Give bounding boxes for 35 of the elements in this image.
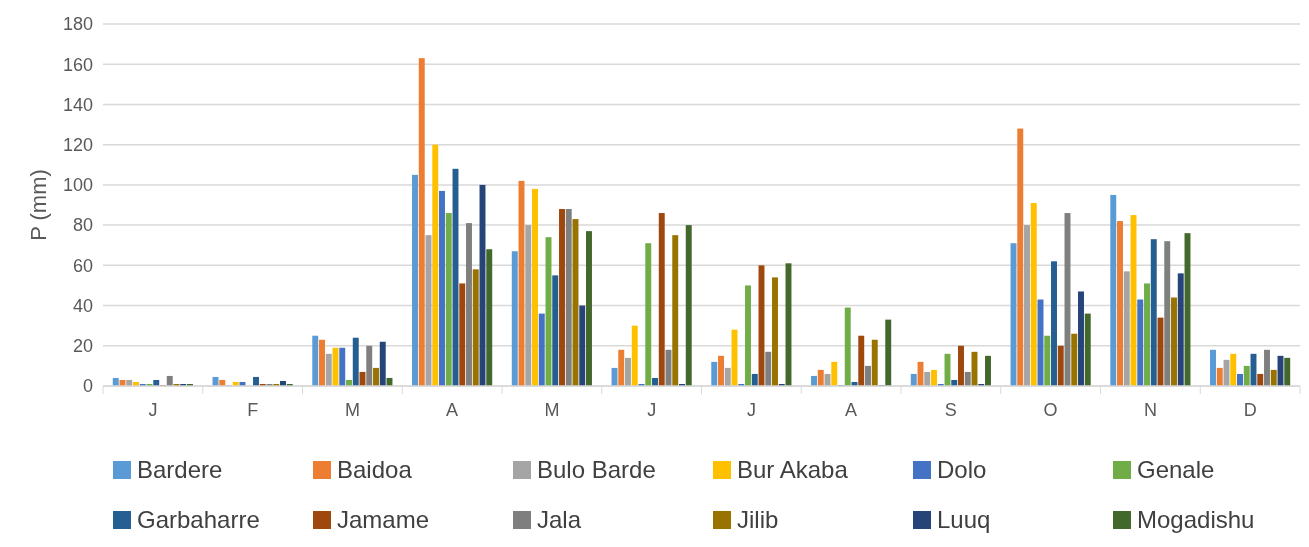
x-tick-label: S <box>944 400 957 420</box>
y-tick-label: 0 <box>82 376 93 397</box>
y-tick-label: 120 <box>62 134 93 155</box>
legend-label: Bardere <box>137 456 223 484</box>
x-tick-label: J <box>148 400 158 420</box>
legend-label: Baidoa <box>337 456 413 484</box>
legend-label: Dolo <box>937 456 987 484</box>
x-tick-label: J <box>647 400 657 420</box>
x-tick-label: M <box>344 400 360 420</box>
x-tick-label: N <box>1143 400 1157 420</box>
legend-label: Luuq <box>937 506 991 534</box>
legend-label: Bulo Barde <box>537 456 656 484</box>
legend-label: Jamame <box>337 506 430 534</box>
legend-label: Jilib <box>737 506 779 534</box>
legend-label: Genale <box>1137 456 1215 484</box>
legend-label: Bur Akaba <box>737 456 849 484</box>
y-tick-label: 100 <box>62 175 93 196</box>
y-axis-title: P (mm) <box>26 169 51 241</box>
y-tick-label: 140 <box>62 94 93 115</box>
legend-label: Mogadishu <box>1137 506 1255 534</box>
y-tick-label: 40 <box>72 295 93 316</box>
y-tick-label: 20 <box>72 336 93 357</box>
legend-label: Garbaharre <box>137 506 260 534</box>
x-tick-label: J <box>746 400 756 420</box>
x-tick-label: A <box>845 400 858 420</box>
x-tick-label: F <box>247 400 259 420</box>
x-tick-label: D <box>1243 400 1257 420</box>
x-tick-label: M <box>544 400 560 420</box>
y-tick-label: 60 <box>72 255 93 276</box>
x-tick-label: A <box>446 400 459 420</box>
y-tick-label: 180 <box>62 14 93 35</box>
x-tick-label: O <box>1043 400 1058 420</box>
y-tick-label: 80 <box>72 215 93 236</box>
legend-label: Jala <box>537 506 582 534</box>
y-tick-label: 160 <box>62 54 93 75</box>
